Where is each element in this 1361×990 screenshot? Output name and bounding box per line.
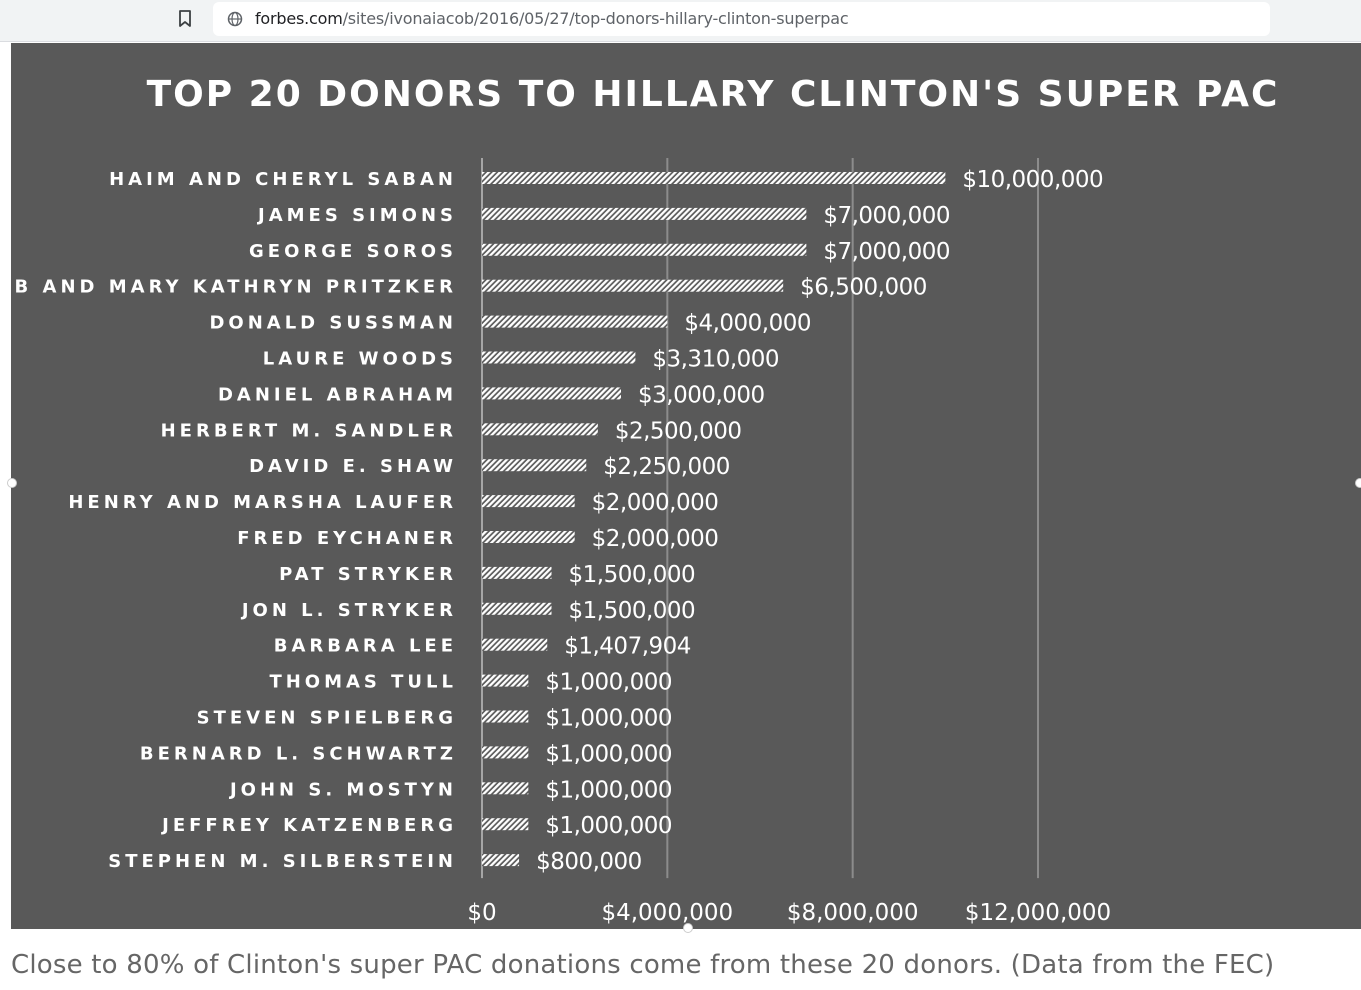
bar	[482, 315, 668, 328]
category-label: HAIM AND CHERYL SABAN	[109, 169, 457, 190]
data-label: $1,000,000	[545, 706, 672, 732]
data-label: $2,500,000	[615, 418, 742, 444]
chart-panel: TOP 20 DONORS TO HILLARY CLINTON'S SUPER…	[11, 43, 1361, 929]
bar	[482, 423, 598, 436]
bar	[482, 782, 529, 795]
url-text: forbes.com/sites/ivonaiacob/2016/05/27/t…	[255, 9, 849, 28]
category-label: GEORGE SOROS	[249, 241, 457, 262]
resize-handle-right[interactable]	[1355, 478, 1361, 488]
data-labels: $10,000,000 $7,000,000 $7,000,000 $6,500,00…	[536, 167, 1104, 875]
data-label: $1,000,000	[545, 741, 672, 767]
x-tick-label: $4,000,000	[601, 900, 733, 926]
bar	[482, 387, 621, 400]
data-label: $2,000,000	[592, 526, 719, 552]
bar	[482, 279, 784, 292]
category-label: BARBARA LEE	[274, 636, 457, 657]
url-path: /sites/ivonaiacob/2016/05/27/top-donors-…	[342, 9, 849, 28]
category-label: JON L. STRYKER	[240, 600, 457, 621]
category-label: FRED EYCHANER	[237, 528, 457, 549]
bar	[482, 495, 575, 508]
x-tick-label: $8,000,000	[787, 900, 919, 926]
data-label: $1,500,000	[569, 562, 696, 588]
bar	[482, 566, 552, 579]
bar	[482, 207, 807, 220]
gridlines	[481, 158, 1039, 879]
globe-icon	[227, 11, 243, 27]
category-label: THOMAS TULL	[269, 672, 457, 693]
x-axis-ticks: $0 $4,000,000 $8,000,000 $12,000,000	[467, 900, 1111, 926]
data-label: $4,000,000	[684, 311, 811, 337]
category-label: DANIEL ABRAHAM	[218, 384, 457, 405]
category-label: JEFFREY KATZENBERG	[160, 815, 457, 836]
figure-caption: Close to 80% of Clinton's super PAC dona…	[11, 950, 1275, 980]
data-label: $2,000,000	[592, 490, 719, 516]
bar	[482, 710, 529, 723]
category-label: BERNARD L. SCHWARTZ	[140, 743, 457, 764]
bar	[482, 459, 587, 472]
category-label: DONALD SUSSMAN	[209, 313, 457, 334]
category-label: PAT STRYKER	[279, 564, 457, 585]
bar	[482, 818, 529, 831]
category-label: STEVEN SPIELBERG	[197, 708, 457, 729]
data-label: $1,000,000	[545, 813, 672, 839]
data-label: $7,000,000	[823, 239, 950, 265]
category-label: DAVID E. SHAW	[249, 456, 457, 477]
category-label: HENRY AND MARSHA LAUFER	[68, 492, 457, 513]
bar	[482, 638, 548, 651]
category-label: JOHN S. MOSTYN	[228, 779, 457, 800]
data-label: $1,500,000	[569, 598, 696, 624]
data-label: $3,310,000	[652, 347, 779, 373]
chart-title: TOP 20 DONORS TO HILLARY CLINTON'S SUPER…	[147, 74, 1280, 115]
bar	[482, 531, 575, 543]
category-labels: HAIM AND CHERYL SABAN JAMES SIMONS GEORGE …	[11, 169, 457, 872]
data-label: $1,000,000	[545, 670, 672, 696]
category-label: JB AND MARY KATHRYN PRITZKER	[11, 277, 457, 298]
bar	[482, 602, 552, 615]
url-input[interactable]: forbes.com/sites/ivonaiacob/2016/05/27/t…	[213, 2, 1270, 36]
bookmark-icon[interactable]	[178, 10, 192, 28]
category-label: HERBERT M. SANDLER	[161, 420, 457, 441]
bar	[482, 243, 807, 256]
data-label: $3,000,000	[638, 382, 765, 408]
bar	[482, 854, 520, 867]
browser-address-bar: forbes.com/sites/ivonaiacob/2016/05/27/t…	[0, 0, 1361, 42]
data-label: $7,000,000	[823, 203, 950, 229]
data-label: $1,407,904	[564, 634, 691, 660]
category-label: STEPHEN M. SILBERSTEIN	[108, 851, 457, 872]
data-label: $800,000	[536, 849, 642, 875]
data-label: $1,000,000	[545, 777, 672, 803]
bar	[482, 746, 529, 759]
x-tick-label: $12,000,000	[965, 900, 1111, 926]
category-label: JAMES SIMONS	[256, 205, 457, 226]
category-label: LAURE WOODS	[263, 349, 457, 370]
bar	[482, 674, 529, 687]
data-label: $2,250,000	[603, 454, 730, 480]
data-label: $10,000,000	[962, 167, 1103, 193]
bar	[482, 351, 636, 364]
data-label: $6,500,000	[800, 275, 927, 301]
bar-chart: TOP 20 DONORS TO HILLARY CLINTON'S SUPER…	[11, 74, 1280, 926]
resize-handle-bottom[interactable]	[683, 923, 693, 933]
url-domain: forbes.com	[255, 9, 343, 28]
bars	[482, 172, 946, 867]
bar	[482, 172, 946, 184]
x-tick-label: $0	[467, 900, 496, 926]
resize-handle-left[interactable]	[7, 478, 17, 488]
